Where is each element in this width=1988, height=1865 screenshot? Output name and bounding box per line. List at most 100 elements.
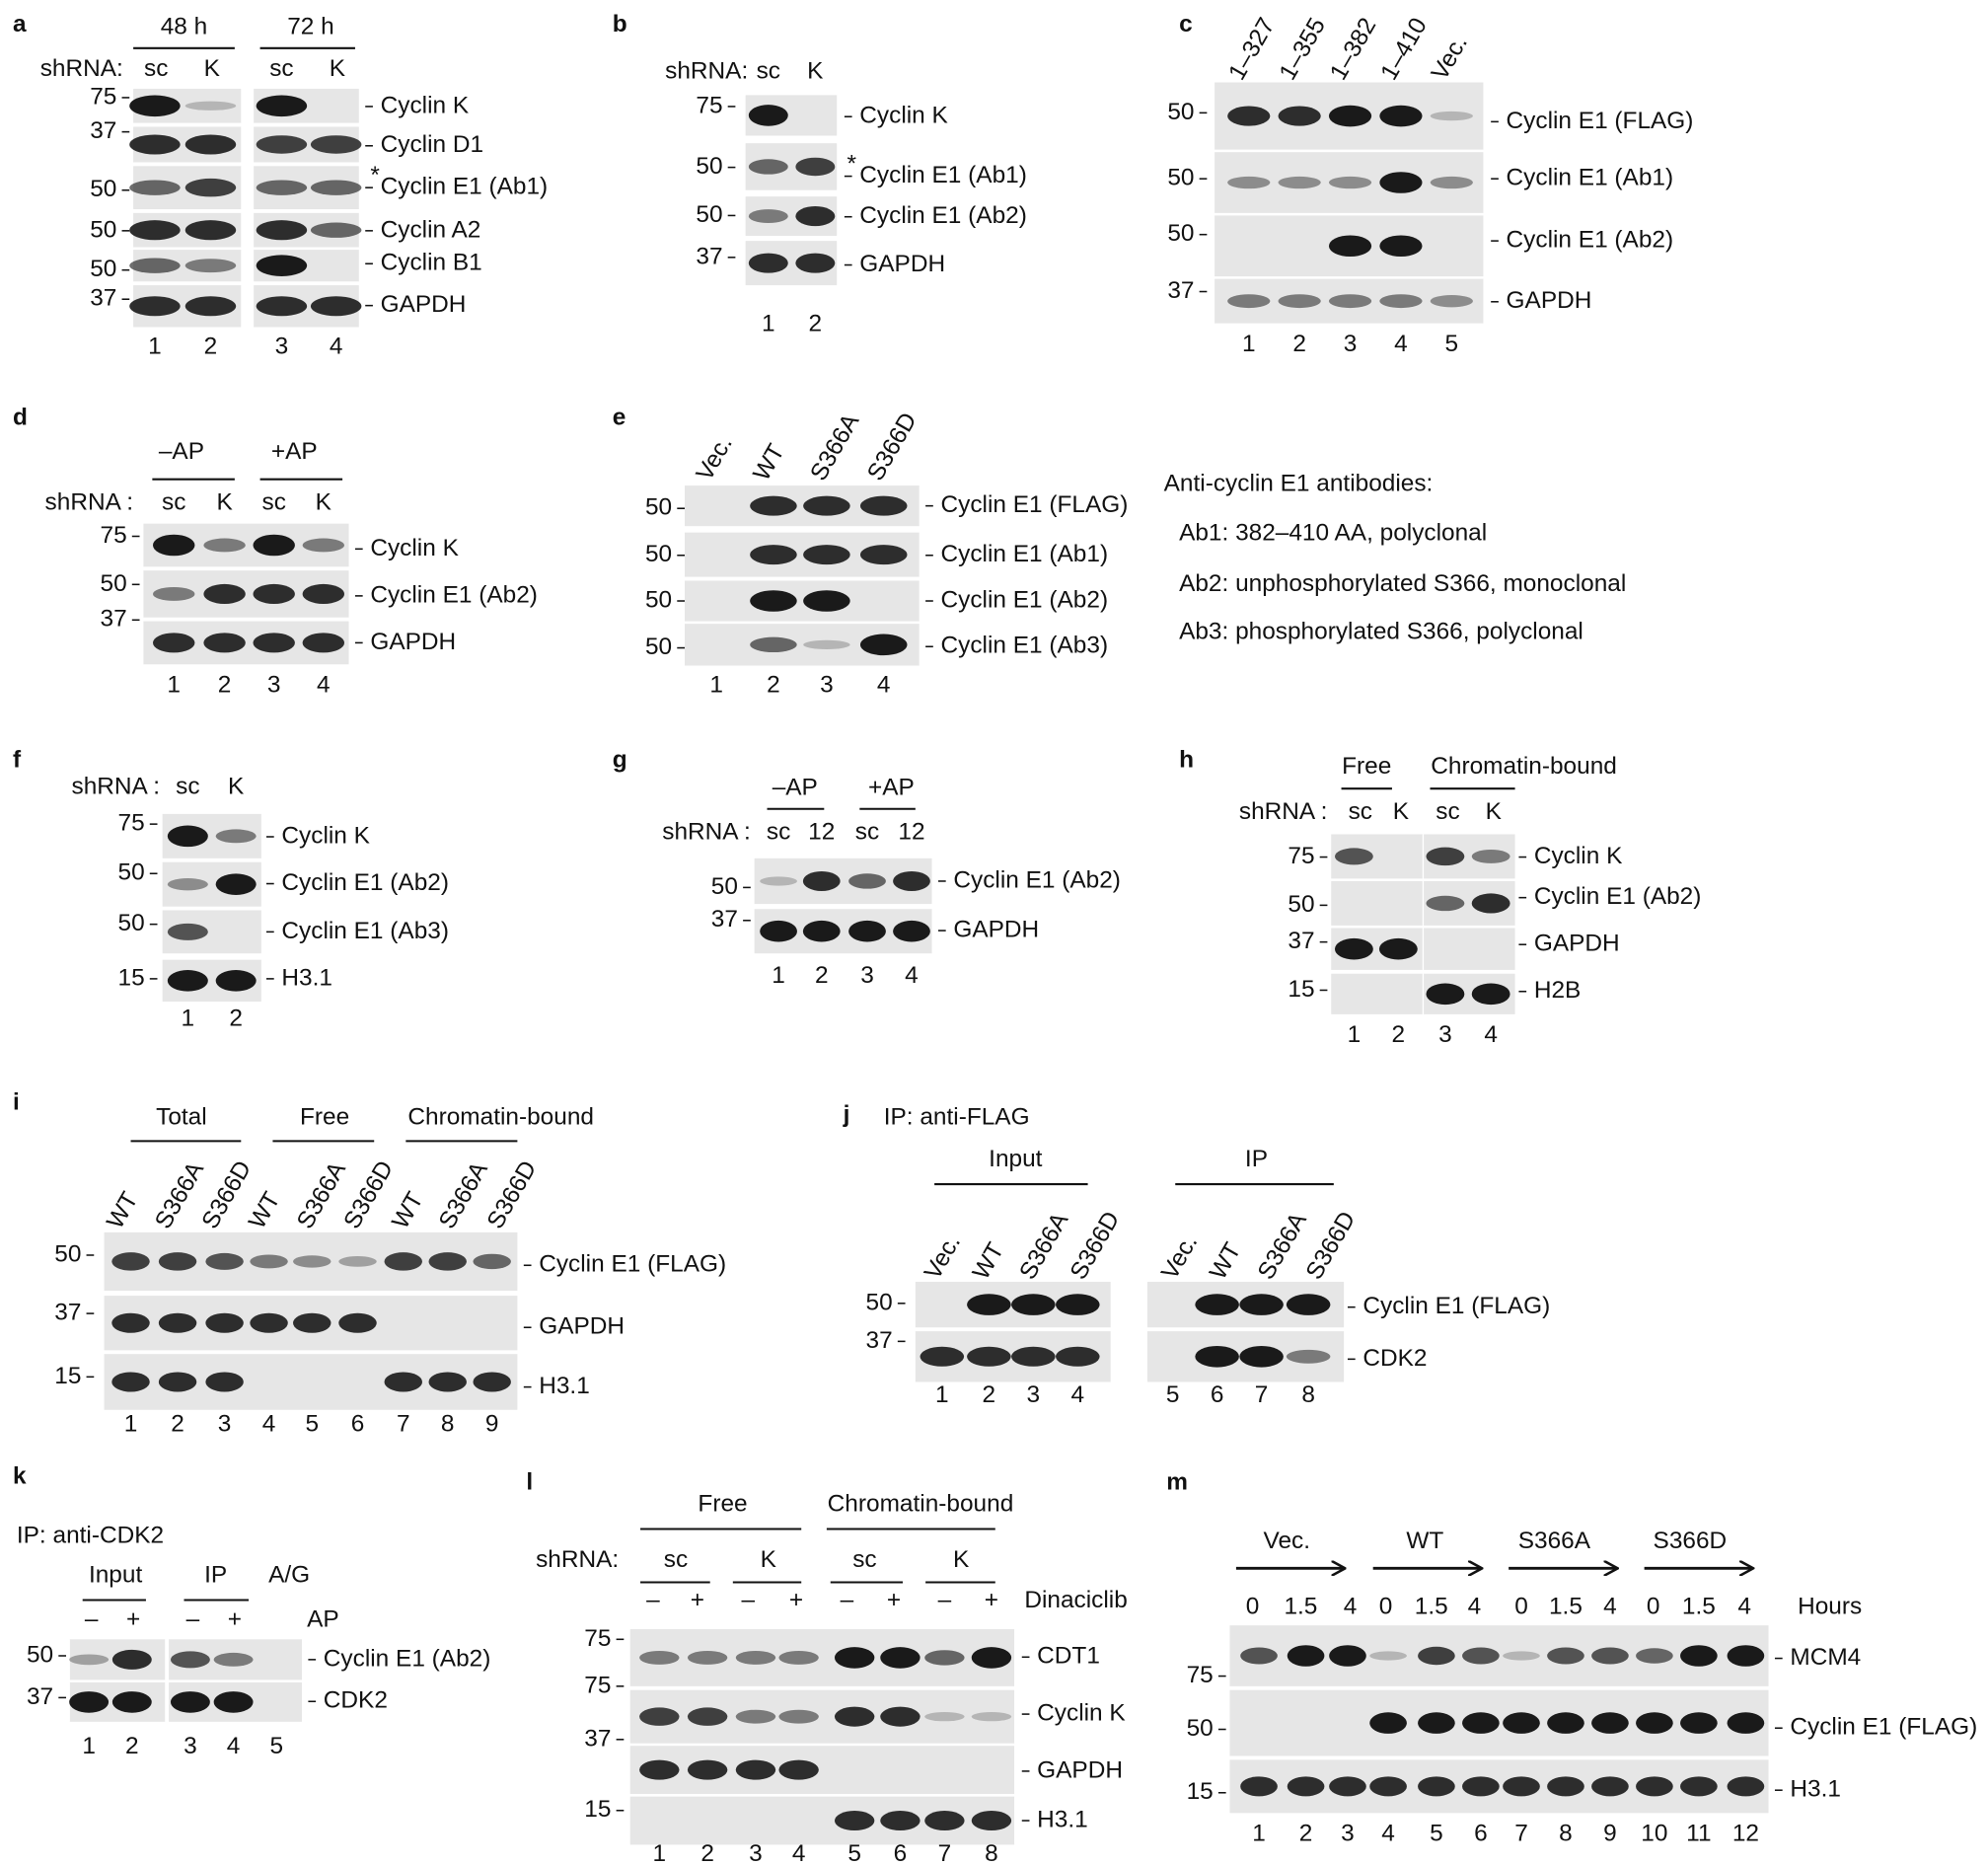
band [310, 180, 362, 195]
panel-letter: g [613, 746, 627, 773]
condition-label: AP [307, 1605, 339, 1632]
band [129, 220, 181, 241]
band [893, 920, 930, 942]
band [1334, 937, 1373, 960]
blot-label: GAPDH [381, 291, 467, 318]
blot-label: Cyclin E1 (Ab1) [859, 162, 1027, 188]
lane-number: 1 [709, 672, 723, 699]
band [748, 209, 788, 224]
band [687, 1650, 728, 1665]
band [158, 1252, 197, 1271]
lane-header: 1.5 [1415, 1594, 1448, 1620]
lane-header: K [316, 489, 331, 516]
mw-marker: 15 [1187, 1778, 1214, 1805]
mw-marker: 75 [118, 810, 145, 837]
band [1379, 172, 1423, 193]
band [111, 1691, 152, 1713]
blot-label: Cyclin E1 (Ab2) [859, 202, 1027, 229]
lane-number: 1 [1252, 1821, 1266, 1847]
band [253, 633, 295, 653]
lane-header: sc [767, 819, 790, 846]
condition-label: Dinaciclib [1024, 1587, 1127, 1613]
lane-number: 4 [227, 1733, 241, 1759]
band [1011, 1294, 1056, 1315]
band [834, 1647, 875, 1669]
band [1334, 848, 1373, 865]
panel-letter: j [843, 1101, 850, 1128]
band [1286, 1349, 1331, 1364]
lane-number: 2 [171, 1411, 184, 1438]
lane-number: 3 [820, 672, 834, 699]
band [1426, 847, 1465, 866]
blot-label: GAPDH [370, 629, 456, 655]
band [748, 159, 788, 175]
band [1278, 294, 1321, 309]
band [152, 633, 195, 653]
band [69, 1654, 110, 1666]
lane-header: – [646, 1587, 660, 1613]
mw-marker: 37 [54, 1300, 81, 1326]
band [256, 180, 308, 195]
lane-header: K [228, 773, 244, 799]
lane-number: 5 [1430, 1821, 1443, 1847]
lane-number: 4 [262, 1411, 276, 1438]
band [129, 134, 181, 155]
mw-marker: 50 [711, 873, 738, 900]
band [428, 1252, 467, 1271]
lane-number: 3 [749, 1840, 763, 1865]
band [1056, 1294, 1100, 1315]
lane-header: K [1486, 798, 1502, 825]
lane-number: 6 [351, 1411, 365, 1438]
band [795, 253, 836, 273]
blot-strip [684, 580, 920, 622]
panel-letter: d [13, 404, 28, 430]
lane-number: 7 [397, 1411, 410, 1438]
subgroup-label: sc [852, 1546, 876, 1573]
band [735, 1650, 776, 1665]
band [310, 296, 362, 317]
lane-number: 1 [182, 1005, 195, 1031]
subgroup-label: sc [664, 1546, 688, 1573]
blot-label: Cyclin E1 (Ab2) [953, 866, 1121, 893]
band [971, 1811, 1012, 1831]
band [205, 1252, 244, 1270]
band [687, 1759, 728, 1780]
group-label: S366A [1518, 1528, 1591, 1554]
lane-number: 8 [441, 1411, 455, 1438]
notes-item: Ab2: unphosphorylated S366, monoclonal [1179, 570, 1626, 597]
mw-marker: 50 [54, 1240, 81, 1267]
lane-header: + [126, 1605, 140, 1632]
mw-marker: 37 [90, 285, 116, 312]
mw-marker: 75 [1288, 843, 1314, 869]
condition-label: Hours [1798, 1594, 1862, 1620]
blot-label: Cyclin D1 [381, 131, 483, 158]
group-label: –AP [159, 438, 204, 465]
band [203, 583, 246, 604]
blot-label: Cyclin K [859, 103, 948, 129]
band [158, 1312, 197, 1333]
panel-letter: h [1179, 746, 1194, 773]
caption: IP: anti-CDK2 [17, 1523, 164, 1549]
band [1239, 1345, 1284, 1368]
band [302, 538, 345, 553]
lane-header: – [741, 1587, 755, 1613]
mw-marker: 37 [1167, 277, 1194, 304]
band [1462, 1712, 1500, 1734]
band [302, 583, 345, 604]
blot-label: H3.1 [539, 1373, 590, 1399]
lane-number: 3 [860, 962, 874, 989]
lane-number: 4 [905, 962, 919, 989]
lane-header: – [85, 1605, 99, 1632]
blot-label: GAPDH [1507, 287, 1592, 314]
panel-letter: m [1166, 1469, 1188, 1496]
band [802, 920, 841, 942]
band [256, 95, 308, 117]
band [639, 1759, 680, 1780]
mw-marker: 50 [90, 176, 116, 202]
band [129, 258, 181, 273]
lane-header: + [887, 1587, 901, 1613]
lane-header: K [1393, 798, 1409, 825]
blot-strip [1424, 928, 1515, 970]
band [203, 633, 246, 653]
